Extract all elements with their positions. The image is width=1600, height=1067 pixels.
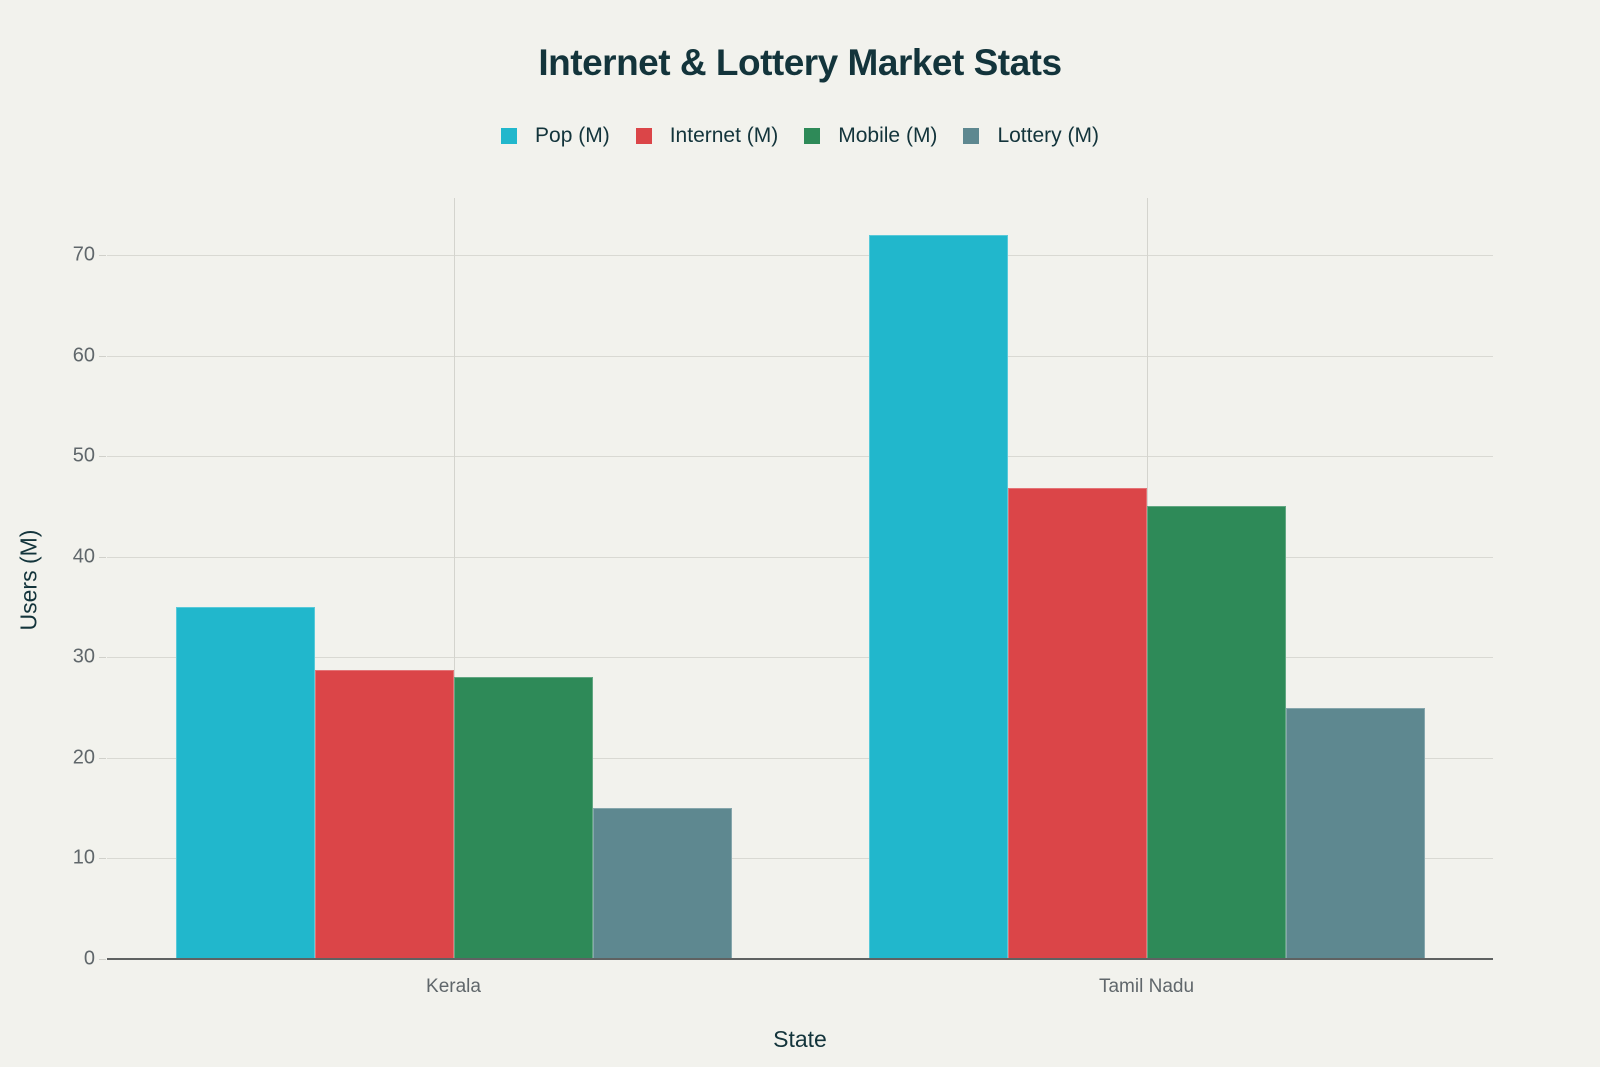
legend-swatch-pop (501, 128, 518, 144)
gridline (107, 757, 1493, 759)
y-tick-label: 40 (72, 545, 95, 568)
y-tick-mark (99, 858, 106, 860)
x-tick-label: Tamil Nadu (1098, 976, 1195, 997)
legend-item-pop[interactable]: Pop (M) (501, 124, 610, 148)
legend-label: Pop (M) (535, 124, 610, 147)
bar-kerala-pop[interactable] (175, 607, 315, 959)
bar-tamil-nadu-pop[interactable] (868, 234, 1008, 959)
gridline (107, 255, 1493, 256)
y-tick-mark (99, 657, 106, 659)
gridline (107, 858, 1493, 860)
gridline (107, 657, 1493, 659)
category-gridline (453, 198, 455, 959)
bar-tamil-nadu-internet[interactable] (1007, 488, 1147, 959)
legend-swatch-internet (635, 128, 652, 144)
legend-swatch-mobile (804, 128, 821, 144)
chart-title: Internet & Lottery Market Stats (538, 42, 1062, 83)
legend-item-internet[interactable]: Internet (M) (635, 124, 779, 148)
y-tick-mark (99, 355, 106, 357)
legend-item-mobile[interactable]: Mobile (M) (804, 124, 937, 148)
y-tick-mark (99, 556, 106, 558)
gridline (107, 556, 1493, 558)
bar-kerala-lottery[interactable] (592, 808, 732, 959)
y-tick-label: 0 (83, 947, 95, 970)
gridline (107, 456, 1493, 458)
y-tick-label: 70 (72, 243, 95, 266)
bar-kerala-internet[interactable] (314, 670, 454, 959)
y-tick-mark (99, 757, 106, 759)
y-tick-label: 20 (72, 746, 95, 769)
y-tick-label: 50 (72, 444, 95, 467)
legend: Pop (M) Internet (M) Mobile (M) Lottery … (0, 124, 1600, 148)
x-tick-label: Kerala (426, 976, 481, 997)
y-tick-label: 10 (72, 846, 95, 869)
x-axis-label: State (773, 1026, 827, 1052)
gridline (107, 355, 1493, 357)
legend-label: Lottery (M) (997, 124, 1099, 147)
y-tick-label: 30 (72, 645, 95, 668)
legend-swatch-lottery (963, 128, 980, 144)
bar-tamil-nadu-mobile[interactable] (1146, 506, 1286, 959)
legend-label: Mobile (M) (838, 124, 938, 147)
y-tick-mark (99, 456, 106, 458)
bar-kerala-mobile[interactable] (453, 677, 593, 959)
x-axis-line (107, 958, 1493, 960)
legend-item-lottery[interactable]: Lottery (M) (963, 124, 1099, 148)
y-tick-mark (99, 959, 106, 960)
y-tick-mark (99, 255, 106, 256)
bar-tamil-nadu-lottery[interactable] (1285, 707, 1425, 959)
y-tick-label: 60 (72, 344, 95, 367)
legend-label: Internet (M) (669, 124, 779, 147)
plot-area (107, 198, 1493, 960)
